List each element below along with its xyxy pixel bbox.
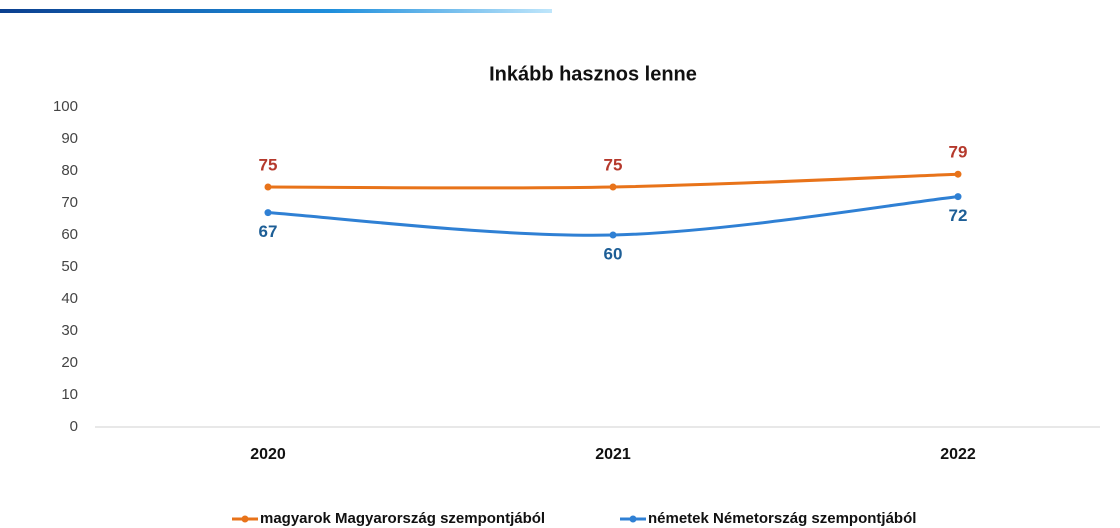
legend-label: magyarok Magyarország szempontjából — [260, 510, 545, 527]
point — [954, 193, 962, 201]
point — [264, 209, 272, 217]
point — [264, 183, 272, 191]
legend-marker — [241, 515, 249, 523]
legend-marker — [629, 515, 637, 523]
series-line — [267, 195, 959, 237]
x-tick-label: 2021 — [595, 446, 631, 463]
header-bar — [0, 9, 552, 13]
x-tick-label: 2020 — [250, 446, 286, 463]
y-tick-label: 0 — [70, 418, 78, 435]
point — [609, 183, 617, 191]
data-label: 72 — [949, 206, 968, 225]
data-label: 79 — [949, 143, 968, 162]
legend-label: németek Németország szempontjából — [648, 510, 916, 527]
data-label: 75 — [604, 155, 623, 174]
y-tick-label: 100 — [53, 98, 78, 115]
y-tick-label: 10 — [61, 386, 78, 403]
y-tick-label: 90 — [61, 130, 78, 147]
point — [954, 170, 962, 178]
y-tick-label: 50 — [61, 258, 78, 275]
point — [609, 231, 617, 239]
y-tick-label: 20 — [61, 354, 78, 371]
y-tick-label: 70 — [61, 194, 78, 211]
data-label: 75 — [259, 155, 278, 174]
x-tick-label: 2022 — [940, 446, 976, 463]
data-label: 67 — [259, 222, 278, 241]
y-tick-label: 40 — [61, 290, 78, 307]
y-tick-label: 30 — [61, 322, 78, 339]
data-label: 60 — [604, 244, 623, 263]
y-tick-label: 80 — [61, 162, 78, 179]
y-tick-label: 60 — [61, 226, 78, 243]
chart-title: Inkább hasznos lenne — [489, 63, 697, 85]
